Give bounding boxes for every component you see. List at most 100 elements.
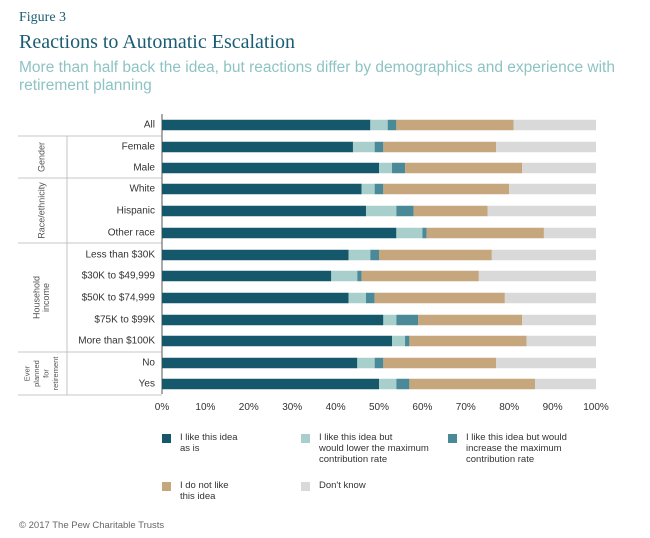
bar-segment-less-than-30k-s1 bbox=[348, 249, 371, 261]
bar-segment-less-than-30k-s0 bbox=[162, 249, 349, 261]
group-label: Gender bbox=[36, 142, 46, 172]
x-tick-label: 60% bbox=[412, 402, 432, 413]
bar-segment-50k-to-74-999-s4 bbox=[504, 292, 596, 304]
x-tick-label: 100% bbox=[583, 402, 609, 413]
category-label: More than $100K bbox=[78, 336, 155, 347]
category-label: White bbox=[129, 184, 155, 195]
group-label: retirement bbox=[51, 356, 60, 391]
legend-item: I like this idea but would lower the maxi… bbox=[301, 432, 461, 465]
x-tick-label: 20% bbox=[239, 402, 259, 413]
x-tick-label: 30% bbox=[282, 402, 302, 413]
group-label: Household bbox=[32, 276, 42, 319]
bar-segment-75k-to-99k-s4 bbox=[522, 314, 596, 326]
category-label: Less than $30K bbox=[86, 250, 156, 261]
x-tick-label: 0% bbox=[155, 402, 170, 413]
category-label: Hispanic bbox=[117, 206, 155, 217]
legend-item: I do not like this idea bbox=[162, 480, 282, 502]
group-label: Race/ethnicity bbox=[36, 182, 46, 239]
bar-segment-50k-to-74-999-s3 bbox=[374, 292, 505, 304]
bar-segment-yes-s2 bbox=[396, 378, 410, 390]
bar-segment-white-s1 bbox=[361, 183, 375, 195]
bar-segment-male-s4 bbox=[522, 162, 596, 174]
bar-segment-hispanic-s1 bbox=[365, 205, 397, 217]
bar-segment-female-s4 bbox=[496, 141, 596, 153]
bar-segment-30k-to-49-999-s1 bbox=[331, 270, 358, 282]
x-tick-label: 40% bbox=[326, 402, 346, 413]
chart-subtitle: More than half back the idea, but reacti… bbox=[19, 59, 615, 94]
copyright: © 2017 The Pew Charitable Trusts bbox=[19, 520, 165, 531]
bar-segment-all-s2 bbox=[387, 119, 397, 131]
bar-segment-no-s2 bbox=[374, 357, 384, 369]
bar-segment-no-s3 bbox=[383, 357, 497, 369]
legend-item: Don't know bbox=[301, 480, 461, 491]
bar-segment-all-s0 bbox=[162, 119, 371, 131]
x-tick-label: 50% bbox=[369, 402, 389, 413]
bar-segment-all-s3 bbox=[396, 119, 514, 131]
legend-label: I like this idea but would increase the m… bbox=[466, 432, 567, 465]
bar-segment-hispanic-s4 bbox=[487, 205, 596, 217]
bar-segment-more-than-100k-s3 bbox=[409, 335, 527, 347]
category-label: $30K to $49,999 bbox=[82, 271, 156, 282]
bar-segment-male-s2 bbox=[392, 162, 406, 174]
legend-label: Don't know bbox=[319, 480, 366, 491]
bar-segment-more-than-100k-s2 bbox=[405, 335, 410, 347]
bar-segment-50k-to-74-999-s1 bbox=[348, 292, 366, 304]
category-label: Other race bbox=[108, 228, 156, 239]
bar-segment-male-s0 bbox=[162, 162, 379, 174]
bar-segment-75k-to-99k-s2 bbox=[396, 314, 419, 326]
bar-segment-no-s1 bbox=[357, 357, 375, 369]
category-label: $75K to $99K bbox=[94, 315, 155, 326]
legend-item: I like this idea as is bbox=[162, 432, 282, 454]
legend-label: I do not like this idea bbox=[180, 480, 229, 502]
bar-segment-75k-to-99k-s0 bbox=[162, 314, 384, 326]
bar-segment-white-s4 bbox=[509, 183, 596, 195]
legend-swatch bbox=[448, 434, 457, 443]
legend-swatch bbox=[301, 482, 310, 491]
group-label: Ever bbox=[23, 365, 32, 381]
category-label: Yes bbox=[139, 379, 155, 390]
bar-segment-hispanic-s0 bbox=[162, 205, 366, 217]
stacked-bar-chart: Gender Race/ethnicity Household income Ever p… bbox=[18, 114, 609, 413]
bar-segment-white-s3 bbox=[383, 183, 510, 195]
legend-swatch bbox=[301, 434, 310, 443]
group-label: planned bbox=[32, 360, 41, 387]
bar-segment-less-than-30k-s2 bbox=[370, 249, 379, 261]
bar-segment-more-than-100k-s0 bbox=[162, 335, 393, 347]
bar-segment-hispanic-s3 bbox=[413, 205, 488, 217]
bar-segment-female-s0 bbox=[162, 141, 353, 153]
bar-segment-yes-s3 bbox=[409, 378, 536, 390]
bar-segment-no-s4 bbox=[496, 357, 596, 369]
bar-segment-female-s2 bbox=[374, 141, 384, 153]
group-label: income bbox=[41, 283, 51, 312]
chart-title: Reactions to Automatic Escalation bbox=[19, 31, 296, 53]
bar-segment-all-s1 bbox=[370, 119, 388, 131]
x-tick-label: 70% bbox=[456, 402, 476, 413]
bar-segment-all-s4 bbox=[513, 119, 596, 131]
bar-segment-other-race-s0 bbox=[162, 227, 397, 239]
x-tick-label: 90% bbox=[543, 402, 563, 413]
bar-segment-white-s2 bbox=[374, 183, 384, 195]
bar-segment-yes-s1 bbox=[379, 378, 397, 390]
bar-segment-30k-to-49-999-s3 bbox=[361, 270, 479, 282]
bar-segment-75k-to-99k-s3 bbox=[418, 314, 523, 326]
legend-swatch bbox=[162, 434, 171, 443]
legend-swatch bbox=[162, 482, 171, 491]
bar-segment-male-s1 bbox=[379, 162, 393, 174]
bar-segment-30k-to-49-999-s4 bbox=[478, 270, 596, 282]
bar-segment-other-race-s2 bbox=[422, 227, 427, 239]
bar-segment-more-than-100k-s4 bbox=[526, 335, 596, 347]
bar-segment-male-s3 bbox=[405, 162, 523, 174]
bar-segment-no-s0 bbox=[162, 357, 358, 369]
bar-segment-yes-s0 bbox=[162, 378, 379, 390]
x-tick-label: 80% bbox=[499, 402, 519, 413]
group-label: for bbox=[42, 369, 51, 378]
bar-segment-hispanic-s2 bbox=[396, 205, 414, 217]
bar-segment-75k-to-99k-s1 bbox=[383, 314, 397, 326]
bar-segment-other-race-s3 bbox=[426, 227, 544, 239]
legend-item: I like this idea but would increase the m… bbox=[448, 432, 608, 465]
category-label: Female bbox=[122, 142, 156, 153]
bar-segment-female-s3 bbox=[383, 141, 497, 153]
bar-segment-less-than-30k-s3 bbox=[379, 249, 492, 261]
bar-segment-white-s0 bbox=[162, 183, 362, 195]
bar-segment-30k-to-49-999-s0 bbox=[162, 270, 332, 282]
